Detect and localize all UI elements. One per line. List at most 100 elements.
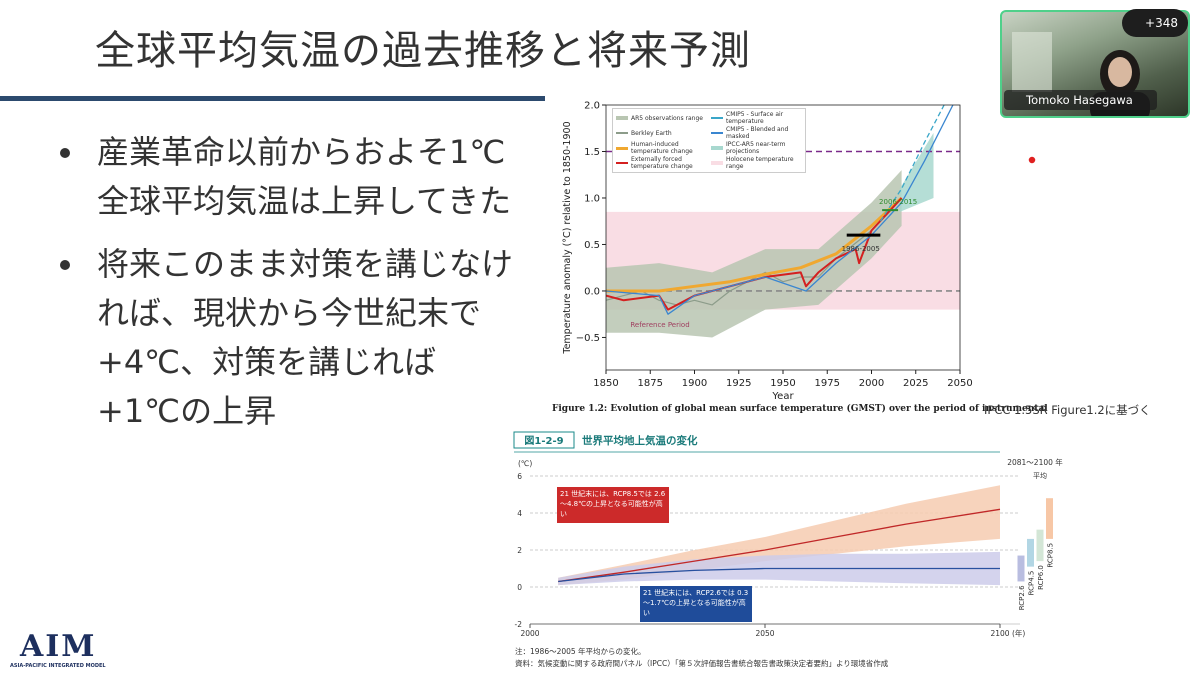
legend-swatch <box>616 132 628 134</box>
y-tick-label: 2 <box>517 546 522 555</box>
legend-swatch <box>616 116 628 120</box>
series-line <box>558 508 1001 583</box>
figure-2: 図1-2-9 世界平均地上気温の変化 (℃) -2 0 2 4 6 2000 2050 2100 (年… <box>513 431 1063 638</box>
annotation: Reference Period <box>630 321 689 329</box>
range-bar <box>1027 538 1034 567</box>
face <box>1108 57 1132 87</box>
legend: AR5 observations range CMIP5 - Surface ai… <box>612 108 806 173</box>
bullet-list: 産業革命以前からおよそ1℃全球平均気温は上昇してきた 将来このまま対策を講じなけ… <box>55 128 515 450</box>
x-tick-label: 2100 <box>990 629 1009 638</box>
series-line <box>558 567 1000 583</box>
range-label: RCP2.6 <box>1018 585 1026 610</box>
x-tick-label: 1850 <box>593 378 618 389</box>
x-tick-label: 1950 <box>770 378 795 389</box>
callout-text: 21 世紀末には、RCP2.6では 0.3～1.7℃の上昇となる可能性が高い <box>643 589 749 617</box>
y-tick-label: 1.5 <box>584 147 600 158</box>
range-label: RCP8.5 <box>1047 543 1055 568</box>
legend-label: Externally forced temperature change <box>631 156 693 170</box>
y-axis-label: Temperature anomaly (°C) relative to 185… <box>562 121 573 354</box>
legend-item: CMIP5 - Surface air temperature <box>711 111 802 125</box>
callout-text: 21 世紀末には、RCP8.5では 2.6～4.8℃の上昇となる可能性が高い <box>560 490 666 518</box>
figure-caption: Figure 1.2: Evolution of global mean sur… <box>552 404 1048 414</box>
y-tick-label: -2 <box>515 620 523 629</box>
x-tick-label: 2050 <box>947 378 972 389</box>
figure-note: 注：1986～2005 年平均からの変化。 <box>515 647 646 656</box>
legend-item: IPCC-AR5 near-term projections <box>711 141 802 155</box>
range-label: RCP4.5 <box>1028 571 1036 596</box>
window <box>1012 32 1052 92</box>
period-label: 2081～2100 年 <box>1007 457 1063 467</box>
legend-item: Human-induced temperature change <box>616 141 707 155</box>
range-band <box>899 132 934 212</box>
range-bar <box>1017 555 1025 582</box>
range-bar <box>1036 529 1044 562</box>
x-tick-label: 1925 <box>726 378 751 389</box>
y-tick-label: 6 <box>517 472 522 481</box>
video-frame <box>1012 32 1150 116</box>
y-tick-label: 0.0 <box>584 286 600 297</box>
callout-box <box>640 586 752 622</box>
figure-number-box <box>513 431 575 449</box>
x-tick-label: 1900 <box>682 378 707 389</box>
y-tick-label: 4 <box>517 509 522 518</box>
x-tick-label: 2000 <box>520 629 539 638</box>
y-tick-label: 0 <box>517 583 522 592</box>
legend-label: Human-induced temperature change <box>631 141 693 155</box>
figure-number: 図1-2-9 <box>524 435 563 447</box>
range-band <box>558 485 1000 586</box>
speaker-name: Tomoko Hasegawa <box>1004 90 1157 110</box>
legend-item: Holocene temperature range <box>711 156 802 170</box>
legend-item: CMIP5 - Blended and masked <box>711 126 802 140</box>
figure-title: 世界平均地上気温の変化 <box>582 434 698 447</box>
legend-label: IPCC-AR5 near-term projections <box>726 141 786 155</box>
bullet: 産業革命以前からおよそ1℃全球平均気温は上昇してきた <box>55 128 515 226</box>
x-tick-label: 2000 <box>859 378 884 389</box>
legend-swatch <box>711 146 723 150</box>
range-label: RCP6.0 <box>1037 565 1045 590</box>
legend-label: CMIP5 - Blended and masked <box>726 126 789 140</box>
legend-item: AR5 observations range <box>616 111 707 125</box>
legend-label: AR5 observations range <box>631 114 703 122</box>
x-axis-label: Year <box>771 391 794 402</box>
range-band <box>606 170 902 338</box>
legend-label: Holocene temperature range <box>726 156 794 170</box>
legend-item: Berkley Earth <box>616 126 707 140</box>
x-tick-label: 2025 <box>903 378 928 389</box>
slide-title: 全球平均気温の過去推移と将来予測 <box>95 28 751 74</box>
callout-box <box>557 487 669 523</box>
legend-label: Berkley Earth <box>631 129 672 137</box>
x-tick-label: 1975 <box>815 378 840 389</box>
source-note: IPCC 1.5SR Figure1.2に基づく <box>984 403 1151 417</box>
x-unit: (年) <box>1012 628 1025 638</box>
series-line <box>879 105 945 222</box>
legend-swatch <box>711 161 723 165</box>
logo-subtitle: ASIA-PACIFIC INTEGRATED MODEL <box>10 663 106 669</box>
legend-item: Externally forced temperature change <box>616 156 707 170</box>
y-tick-label: −0.5 <box>576 333 600 344</box>
title-rule <box>0 96 545 101</box>
bullet: 将来このまま対策を講じなければ、現状から今世紀末で+4℃、対策を講じれば+1℃の… <box>55 240 515 436</box>
legend-swatch <box>711 117 723 119</box>
y-tick-label: 0.5 <box>584 240 600 251</box>
participants-button[interactable]: +348 <box>1122 9 1188 37</box>
x-tick-label: 1875 <box>638 378 663 389</box>
range-bar <box>1046 498 1053 539</box>
y-unit: (℃) <box>518 459 532 468</box>
legend-swatch <box>616 162 628 164</box>
annotation: 1986-2005 <box>842 245 880 253</box>
figure-note: 資料：気候変動に関する政府間パネル（IPCC）「第５次評価報告書統合報告書政策決… <box>515 659 889 668</box>
legend-swatch <box>711 132 723 134</box>
annotation: 2006-2015 <box>879 198 917 206</box>
legend-label: CMIP5 - Surface air temperature <box>726 111 784 125</box>
callout: 21 世紀末には、RCP8.5では 2.6～4.8℃の上昇となる可能性が高い <box>560 490 666 518</box>
series-line <box>606 197 903 311</box>
y-tick-label: 2.0 <box>584 101 600 112</box>
series-line <box>606 105 954 315</box>
y-tick-label: 1.0 <box>584 193 600 204</box>
callout: 21 世紀末には、RCP2.6では 0.3～1.7℃の上昇となる可能性が高い <box>643 589 749 617</box>
laser-pointer <box>1027 155 1037 165</box>
legend-swatch <box>616 146 628 150</box>
x-tick-label: 2050 <box>755 629 774 638</box>
logo: AIM <box>20 629 97 664</box>
